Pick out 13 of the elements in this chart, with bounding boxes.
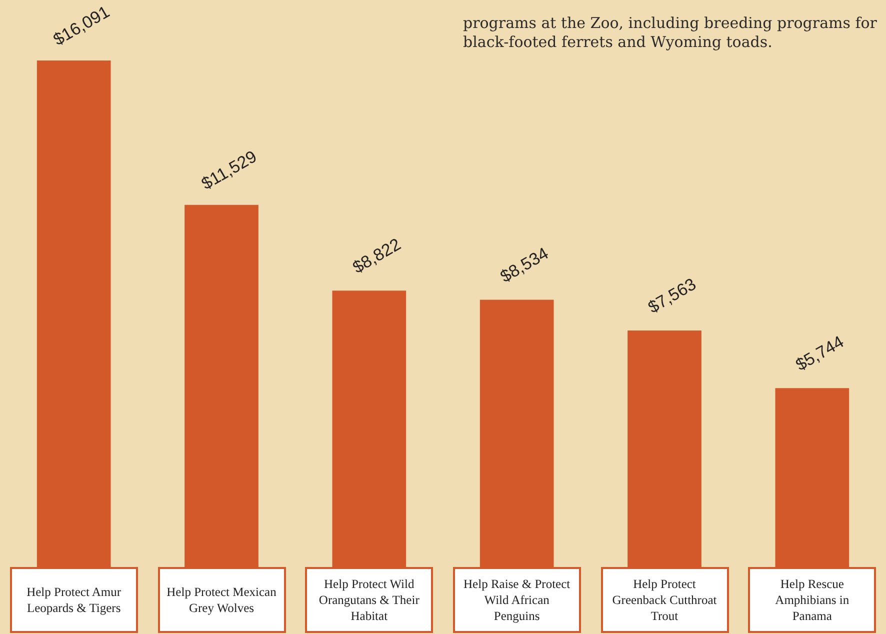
x-tick-label: Help Protect Wild Orangutans & Their Habitat <box>318 576 420 624</box>
label-card: Help Protect Amur Leopards & Tigers <box>10 567 138 633</box>
label-card: Help Protect Mexican Grey Wolves <box>158 567 286 633</box>
label-card: Help Protect Wild Orangutans & Their Habitat <box>305 567 434 633</box>
x-tick-label: Help Raise & Protect Wild African Penguins <box>462 576 572 624</box>
x-tick-label: Help Protect Amur Leopards & Tigers <box>26 584 122 616</box>
x-tick-label: Help Protect Greenback Cutthroat Trout <box>611 576 718 624</box>
label-card: Help Raise & Protect Wild African Penguins <box>452 567 581 633</box>
text: programs at the Zoo, including breeding programs for black-footed ferrets and Wyoming toads. <box>463 14 878 52</box>
x-tick-label: Help Protect Mexican Grey Wolves <box>166 584 278 616</box>
x-tick-label: Help Rescue Amphibians in Panama <box>774 576 850 624</box>
label-card: Help Protect Greenback Cutthroat Trout <box>600 567 728 633</box>
label-card: Help Rescue Amphibians in Panama <box>748 567 876 633</box>
